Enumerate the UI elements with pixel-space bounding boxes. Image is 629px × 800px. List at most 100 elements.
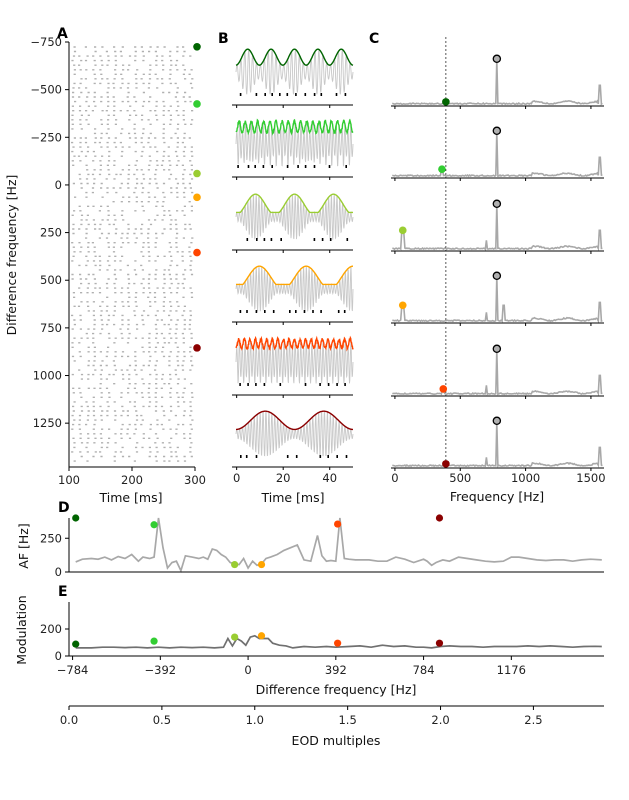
- beat-carrier-2: [235, 194, 354, 240]
- panel-a-marker-3: [193, 193, 201, 202]
- e-xtick-label: −392: [145, 663, 177, 677]
- panel-a-xlabel: Time [ms]: [98, 490, 162, 505]
- panel-f-xlabel: EOD multiples: [292, 733, 381, 748]
- beat-carrier-4: [235, 340, 354, 384]
- panel-a-marker-5: [193, 344, 201, 352]
- spectrum-eod-peak-1: [492, 126, 502, 136]
- d-marker-4: [334, 520, 342, 528]
- e-xtick-label: 1176: [497, 663, 526, 677]
- panel-e-ylabel: Modulation: [14, 595, 29, 664]
- spectrum-marker-3: [398, 301, 407, 310]
- panel-b-xtick-label: 40: [322, 471, 337, 485]
- spectrum-eod-peak-4: [492, 344, 502, 354]
- beat-spikes-3: [239, 310, 346, 313]
- e-xtick-label: 392: [325, 663, 347, 677]
- panel-a-ytick-label: −750: [30, 35, 62, 49]
- panel-a-ytick-label: 250: [40, 226, 62, 240]
- f-xtick-label: 2.5: [524, 713, 542, 727]
- f-xtick-label: 1.5: [338, 713, 356, 727]
- beat-envelope-4: [235, 335, 354, 352]
- d-ytick-label: 0: [55, 565, 62, 579]
- panel-a-ytick-label: 500: [40, 273, 62, 287]
- e-ytick-label: 0: [55, 649, 62, 663]
- d-line: [75, 517, 602, 573]
- e-marker-3: [257, 632, 266, 640]
- spectrum-5: [392, 421, 603, 468]
- panel-label-d: D: [58, 500, 70, 516]
- beat-spikes-0: [239, 93, 347, 96]
- panel-c-xtick-label: 500: [449, 471, 471, 485]
- spectrum-3: [392, 276, 603, 324]
- panel-c-xtick-label: 0: [391, 471, 398, 485]
- spectrum-4: [392, 349, 603, 397]
- panel-a-ytick-label: −500: [30, 83, 62, 97]
- panel-label-c: C: [369, 31, 379, 47]
- panel-b: 0 20 40: [232, 48, 354, 485]
- panel-label-e: E: [58, 584, 68, 600]
- panel-a-marker-4: [193, 248, 201, 257]
- spectrum-eod-peak-3: [492, 271, 502, 281]
- d-marker-3: [257, 560, 266, 569]
- d-marker-2: [231, 560, 239, 569]
- panel-a-ytick-label: 0: [55, 178, 62, 192]
- panel-c-xtick-label: 1500: [576, 471, 605, 485]
- panel-a: −750 −500 −250 0 250 500 750 1000 1250 100 200 300: [30, 35, 206, 487]
- panel-a-ytick-label: −250: [30, 130, 62, 144]
- beat-spikes-2: [246, 238, 349, 241]
- spectrum-0: [392, 59, 603, 106]
- e-marker-1: [150, 637, 158, 645]
- panel-label-b: B: [218, 31, 229, 47]
- panel-b-xtick-label: 20: [276, 471, 291, 485]
- panel-b-xtick-label: 0: [233, 471, 240, 485]
- panel-a-marker-2: [193, 169, 201, 178]
- e-xtick-label: 0: [244, 663, 251, 677]
- f-xtick-label: 2.0: [431, 713, 449, 727]
- beat-spikes-1: [237, 165, 347, 168]
- panel-a-xtick-label: 300: [184, 473, 206, 487]
- spectrum-1: [392, 131, 603, 178]
- panel-a-ytick-label: 1250: [33, 416, 62, 430]
- panel-c-xlabel: Frequency [Hz]: [450, 489, 544, 504]
- beat-carrier-3: [235, 266, 354, 312]
- spectrum-eod-peak-5: [492, 416, 502, 426]
- panel-d-ylabel: AF [Hz]: [16, 523, 31, 568]
- beat-envelope-5: [236, 410, 353, 431]
- beat-spikes-5: [240, 455, 348, 458]
- panel-c: 0 500 1000 1500: [391, 37, 606, 485]
- e-marker-0: [72, 640, 80, 648]
- panel-a-ytick-label: 1000: [33, 369, 62, 383]
- beat-envelope-1: [235, 118, 354, 136]
- spectrum-marker-1: [438, 165, 446, 173]
- spectrum-marker-2: [398, 226, 407, 235]
- spectrum-eod-peak-2: [492, 199, 502, 209]
- beat-envelope-0: [235, 48, 354, 66]
- e-xtick-label: −784: [57, 663, 89, 677]
- spectrum-eod-peak-0: [492, 54, 502, 64]
- e-ytick-label: 200: [40, 622, 62, 636]
- beat-spikes-4: [239, 383, 346, 386]
- e-xtick-label: 784: [413, 663, 435, 677]
- beat-envelope-2: [236, 193, 353, 214]
- d-marker-0: [72, 514, 80, 522]
- panel-d: 0 250: [40, 514, 604, 579]
- e-marker-5: [435, 639, 444, 647]
- f-xtick-label: 1.0: [246, 713, 264, 727]
- panel-a-ytick-label: 750: [40, 321, 62, 335]
- raster-spikes: [71, 46, 194, 462]
- beat-carrier-5: [235, 411, 354, 457]
- d-ytick-label: 250: [40, 531, 62, 545]
- panel-label-a: A: [57, 26, 68, 42]
- beat-carrier-0: [235, 49, 354, 95]
- panel-c-xtick-label: 1000: [511, 471, 540, 485]
- d-marker-5: [435, 514, 444, 522]
- beat-envelope-3: [236, 265, 353, 286]
- f-xtick-label: 0.0: [60, 713, 78, 727]
- spectrum-marker-0: [442, 98, 450, 106]
- panel-a-marker-1: [193, 100, 201, 108]
- panel-a-marker-0: [193, 42, 201, 51]
- e-marker-2: [231, 633, 239, 641]
- panel-b-xlabel: Time [ms]: [260, 490, 324, 505]
- panel-a-ylabel: Difference frequency [Hz]: [4, 175, 19, 336]
- panel-a-xtick-label: 100: [58, 473, 80, 487]
